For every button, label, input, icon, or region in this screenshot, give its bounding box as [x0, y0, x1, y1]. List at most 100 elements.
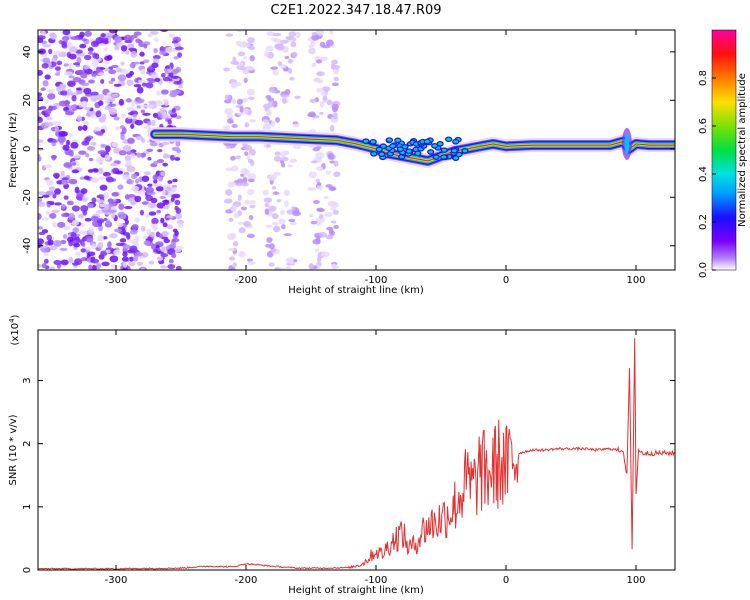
- heatmap-speckle: [273, 38, 282, 43]
- heatmap-speckle: [288, 218, 296, 223]
- heatmap-blob: [389, 143, 397, 149]
- heatmap-speckle: [285, 36, 295, 41]
- heatmap-speckle: [108, 209, 117, 213]
- heatmap-speckle: [124, 219, 129, 225]
- heatmap-speckle: [324, 211, 333, 217]
- heatmap-speckle: [160, 217, 165, 224]
- heatmap-speckle: [263, 50, 269, 57]
- y-tick-label: 3: [22, 377, 33, 383]
- heatmap-speckle: [272, 69, 279, 76]
- heatmap-speckle: [38, 92, 43, 97]
- heatmap-speckle: [70, 36, 80, 41]
- heatmap-speckle: [316, 88, 324, 93]
- heatmap-speckle: [316, 222, 321, 226]
- heatmap-speckle: [241, 182, 249, 187]
- y-tick-label: -40: [22, 238, 33, 254]
- heatmap-speckle: [143, 171, 151, 176]
- heatmap-speckle: [111, 142, 119, 148]
- heatmap-speckle: [52, 50, 62, 55]
- heatmap-speckle: [163, 154, 172, 158]
- heatmap-speckle: [224, 107, 234, 115]
- heatmap-speckle: [172, 228, 178, 233]
- heatmap-speckle: [268, 243, 275, 250]
- heatmap-speckle: [282, 97, 287, 104]
- heatmap-speckle: [165, 65, 171, 69]
- heatmap-speckle: [124, 40, 133, 44]
- heatmap-speckle: [54, 188, 61, 195]
- heatmap-speckle: [118, 98, 125, 106]
- x-tick-label: -300: [105, 575, 128, 586]
- heatmap-speckle: [315, 30, 324, 36]
- heatmap-speckle: [78, 150, 87, 155]
- heatmap-speckle: [308, 171, 317, 179]
- heatmap-speckle: [141, 82, 147, 87]
- heatmap-speckle: [48, 186, 56, 192]
- heatmap-speckle: [124, 34, 132, 42]
- heatmap-speckle: [72, 77, 82, 83]
- heatmap-speckle: [283, 233, 292, 237]
- heatmap-speckle: [109, 233, 118, 239]
- heatmap-blob: [370, 151, 378, 157]
- heatmap-speckle: [172, 193, 181, 199]
- heatmap-speckle: [78, 230, 88, 235]
- heatmap-speckle: [154, 37, 159, 43]
- heatmap-speckle: [141, 252, 149, 258]
- heatmap-speckle: [173, 56, 179, 60]
- heatmap-speckle: [131, 224, 139, 230]
- heatmap-speckle: [245, 65, 254, 71]
- heatmap-speckle: [68, 178, 78, 185]
- heatmap-speckle: [87, 251, 96, 257]
- heatmap-speckle: [103, 192, 109, 200]
- heatmap-speckle: [165, 186, 172, 192]
- heatmap-speckle: [140, 104, 149, 108]
- heatmap-speckle: [307, 187, 316, 191]
- heatmap-speckle: [161, 189, 166, 196]
- heatmap-speckle: [64, 99, 70, 107]
- heatmap-speckle: [51, 155, 56, 161]
- heatmap-speckle: [111, 192, 119, 197]
- heatmap-speckle: [68, 75, 75, 79]
- heatmap-speckle: [311, 31, 318, 36]
- heatmap-speckle: [95, 199, 105, 203]
- heatmap-speckle: [177, 222, 184, 228]
- heatmap-speckle: [121, 127, 127, 134]
- heatmap-speckle: [156, 90, 161, 96]
- heatmap-speckle: [162, 205, 170, 210]
- heatmap-speckle: [316, 256, 322, 263]
- heatmap-speckle: [271, 186, 277, 190]
- heatmap-speckle: [90, 40, 100, 48]
- heatmap-speckle: [56, 60, 63, 66]
- heatmap-speckle: [281, 162, 286, 168]
- heatmap-speckle: [96, 93, 105, 101]
- heatmap-speckle: [275, 117, 280, 123]
- heatmap-speckle: [165, 46, 174, 54]
- heatmap-speckle: [68, 62, 73, 70]
- heatmap-speckle: [103, 59, 110, 65]
- heatmap-speckle: [174, 199, 181, 206]
- heatmap-speckle: [309, 98, 317, 104]
- heatmap-blob: [423, 138, 431, 145]
- heatmap-speckle: [152, 58, 160, 64]
- heatmap-speckle: [117, 222, 124, 228]
- heatmap-speckle: [270, 66, 279, 70]
- heatmap-speckle: [120, 61, 125, 66]
- heatmap-speckle: [105, 249, 111, 254]
- heatmap-speckle: [232, 262, 237, 268]
- heatmap-speckle: [273, 155, 282, 162]
- heatmap-speckle: [62, 234, 68, 239]
- heatmap-speckle: [280, 151, 287, 158]
- heatmap-speckle: [70, 231, 77, 239]
- heatmap-speckle: [90, 141, 97, 146]
- heatmap-speckle: [236, 178, 244, 184]
- x-tick-label: 0: [503, 275, 509, 286]
- heatmap-speckle: [42, 44, 51, 48]
- heatmap-speckle: [236, 112, 244, 116]
- heatmap-speckle: [166, 224, 173, 230]
- heatmap-speckle: [65, 139, 71, 146]
- heatmap-speckle: [117, 184, 124, 190]
- snr-frame: [37, 329, 676, 571]
- heatmap-speckle: [231, 98, 237, 105]
- heatmap-speckle: [162, 231, 169, 237]
- heatmap-speckle: [95, 130, 103, 136]
